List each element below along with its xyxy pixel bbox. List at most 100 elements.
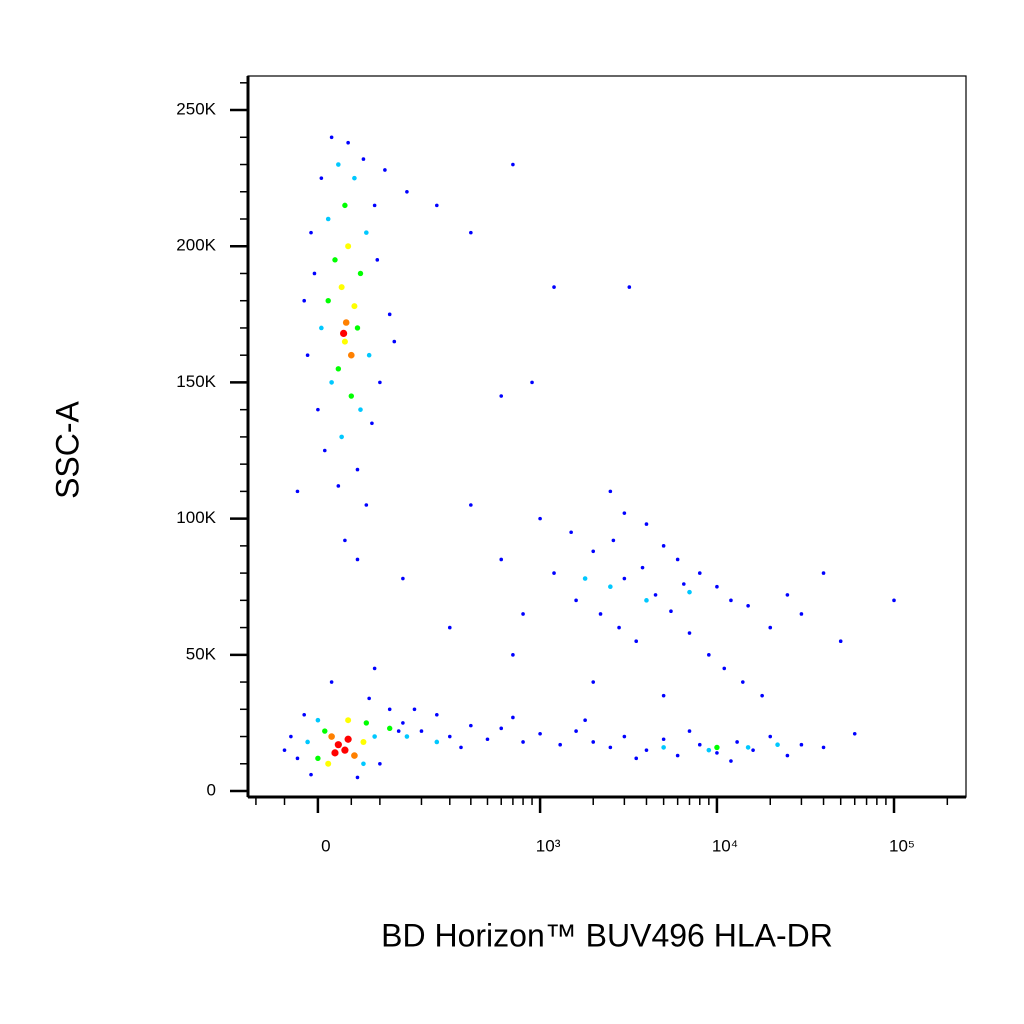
event-dot [305,739,310,745]
event-dot [669,609,673,614]
event-dot [644,598,649,603]
event-dot [366,352,372,358]
event-dot [360,738,367,745]
event-dot [675,557,680,562]
event-dot [329,135,334,140]
y-tick-label: 100K [176,508,216,527]
event-dot [341,746,349,754]
event-dot [552,285,556,289]
event-dot [661,745,666,750]
event-dot [687,589,692,595]
event-dot [707,653,711,657]
y-axis-label: SSC-A [49,400,85,498]
event-dot [447,734,452,739]
event-dot [329,380,334,385]
event-dot [768,625,773,630]
event-dot [530,380,534,385]
event-dot [396,729,401,733]
event-dot [405,189,409,194]
event-dot [339,434,344,440]
event-dot [469,723,473,728]
event-dot [687,729,692,733]
event-dot [583,718,587,722]
event-dot [675,753,680,758]
event-dot [591,549,596,554]
event-dot [383,168,387,172]
event-dot [538,732,542,736]
event-dot [387,725,393,732]
event-dot [345,243,352,250]
event-dot [335,366,342,372]
x-tick-label: 0 [321,836,330,855]
event-dot [729,759,733,763]
event-dot [401,576,405,581]
event-dot [485,737,490,742]
event-dot [404,734,410,739]
y-tick-label: 50K [186,644,217,663]
event-dot [511,162,515,167]
event-dot [372,666,377,671]
event-dot [574,598,578,603]
event-dot [341,338,348,345]
event-dot [412,707,417,712]
event-dot [387,707,392,712]
event-dot [661,693,666,698]
event-dot [343,538,347,543]
event-dot [644,522,649,526]
event-dot [511,715,515,720]
event-dot [582,576,588,581]
y-tick-label: 150K [176,372,216,391]
event-dot [558,742,562,747]
event-dot [312,271,317,276]
event-dot [521,612,525,616]
event-dot [591,740,596,744]
event-dot [521,740,525,744]
event-dot [661,544,666,548]
plot-frame [247,75,967,798]
event-dot [799,742,804,747]
event-dot [309,772,313,777]
event-dot [499,726,504,731]
x-tick-label: 10⁴ [712,836,738,855]
event-dot [357,270,364,277]
event-dot [775,742,780,748]
y-tick-label: 250K [176,100,216,119]
event-dot [785,753,790,758]
event-dot [387,312,392,317]
event-dot [375,258,380,262]
event-dot [355,775,360,780]
x-tick-label: 10³ [536,836,561,855]
event-dot [319,325,324,331]
event-dot [348,393,355,399]
event-dot [697,742,702,747]
event-dot [363,720,370,726]
event-dot [569,530,573,535]
event-dot [316,407,320,412]
event-dot [838,639,843,643]
event-dot [706,747,712,753]
event-dot [364,503,369,507]
event-dot [351,303,358,310]
event-dot [325,760,332,767]
event-dot [419,729,424,733]
event-dot [305,353,310,357]
event-dot [401,721,405,725]
event-dot [302,712,306,717]
event-dot [348,351,355,359]
event-dot [640,565,645,570]
event-dot [617,625,621,630]
event-dot [821,571,826,575]
event-dot [799,612,804,616]
event-dot [892,598,896,603]
event-dot [552,571,556,575]
event-dot [328,733,335,740]
event-dot [714,744,720,751]
event-dot [322,728,328,734]
event-dot [367,696,371,701]
event-dot [697,571,702,575]
event-dot [499,394,504,398]
event-dot [434,739,440,745]
event-dot [344,735,352,743]
event-dot [447,625,452,630]
event-dot [302,298,306,303]
